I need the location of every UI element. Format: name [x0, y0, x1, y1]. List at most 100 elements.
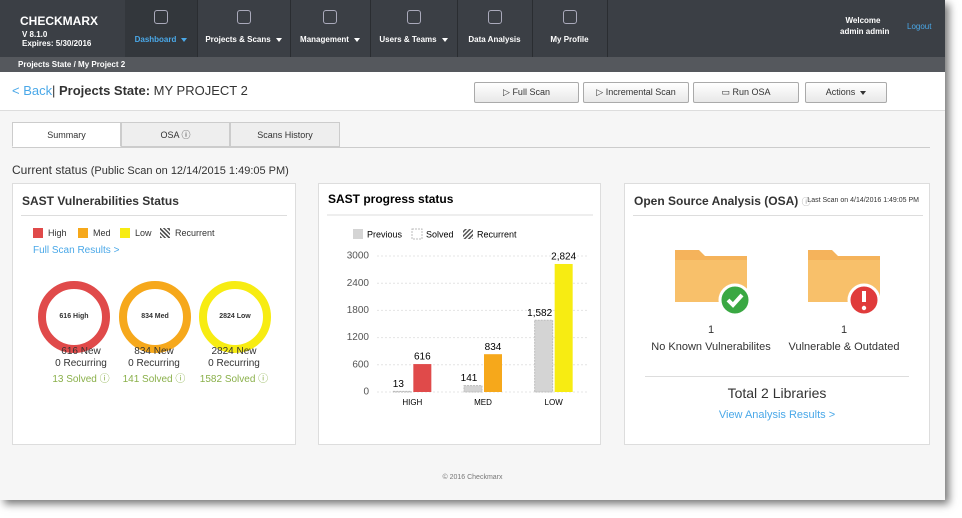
value-label: 834 — [485, 342, 502, 353]
legend-label: Low — [135, 228, 152, 238]
button[interactable]: ▷ Full Scan — [474, 82, 579, 103]
legend-swatch — [353, 229, 363, 239]
divider — [645, 376, 909, 377]
divider — [633, 215, 923, 216]
panel-title: SAST Vulnerabilities Status — [22, 194, 179, 208]
solved-text: 141 Solved — [122, 374, 173, 385]
ring: 2824 Low — [199, 281, 271, 353]
value-label: 141 — [461, 373, 478, 384]
nav-label: Data Analysis — [468, 35, 521, 44]
chart: SAST progress status Previous Solved Recur… — [327, 192, 593, 407]
breadcrumb: Projects State / My Project 2 — [0, 57, 945, 72]
value-label: 2,824 — [551, 252, 576, 263]
button[interactable]: ▭ Run OSA — [693, 82, 799, 103]
expires: Expires: 5/30/2016 — [22, 39, 92, 48]
bar — [484, 354, 502, 392]
bar — [413, 364, 432, 392]
footer: © 2016 Checkmarx — [442, 474, 503, 481]
chart-panel: SAST progress status Previous Solved Recur… — [318, 183, 601, 445]
y-tick-label: 600 — [352, 359, 369, 370]
version: V 8.1.0 — [22, 30, 48, 39]
value-label: 1,582 — [527, 308, 552, 319]
tab[interactable]: Summary — [12, 122, 121, 147]
button[interactable]: Actions — [805, 82, 887, 103]
ring-solved: 13 Solved ⓘ — [52, 374, 110, 385]
user: admin admin — [840, 27, 890, 36]
value-label: 13 — [393, 379, 405, 390]
x-tick-label: MED — [474, 398, 492, 407]
link[interactable]: View Analysis Results > — [718, 409, 836, 421]
button-label: Actions — [825, 87, 856, 97]
ring-recurring: 0 Recurring — [55, 358, 107, 369]
project-name: MY PROJECT 2 — [153, 83, 248, 98]
nav-item[interactable]: My Profile — [532, 0, 608, 57]
page-title: Projects State: — [59, 83, 151, 98]
ring-new: 834 New — [134, 346, 174, 357]
ring-recurring: 0 Recurring — [208, 358, 260, 369]
bar — [554, 263, 573, 392]
button-label: Incremental Scan — [605, 87, 676, 97]
legend-swatch — [78, 228, 88, 238]
osa-total: Total 2 Libraries — [727, 385, 827, 401]
legend-label: Recurrent — [175, 228, 215, 238]
sast-panel: SAST Vulnerabilities Status High Med Low… — [12, 183, 296, 445]
x-tick-label: LOW — [545, 398, 564, 407]
tab-label: OSA — [160, 130, 179, 140]
nav-label: My Profile — [550, 35, 589, 44]
ring-new: 616 New — [61, 346, 101, 357]
status: Current status (Public Scan on 12/14/201… — [12, 163, 289, 177]
status-label: Current status — [12, 163, 88, 177]
solved-text: 1582 Solved — [199, 374, 256, 385]
y-tick-label: 1200 — [347, 332, 370, 343]
legend-swatch — [160, 228, 170, 238]
legend-swatch — [463, 229, 473, 239]
osa-panel: Open Source Analysis (OSA) ⓘ Last Scan o… — [624, 183, 930, 445]
back-link[interactable]: < Back — [12, 83, 53, 98]
divider — [12, 147, 930, 148]
solved-text: 13 Solved — [52, 374, 97, 385]
nav-item[interactable]: Dashboard — [125, 0, 198, 57]
nav-item[interactable]: Data Analysis — [457, 0, 533, 57]
legend-swatch — [411, 228, 423, 240]
button-label: Run OSA — [732, 87, 771, 97]
value-label: 616 — [414, 352, 431, 363]
bar — [392, 390, 412, 393]
tab[interactable]: OSA ⓘ — [121, 122, 230, 147]
legend-swatch — [120, 228, 130, 238]
y-tick-label: 3000 — [347, 251, 370, 262]
folder-icon — [675, 250, 751, 317]
nav-label: Projects & Scans — [205, 35, 271, 44]
osa-title: Open Source Analysis (OSA) — [634, 194, 799, 208]
y-tick-label: 2400 — [347, 278, 370, 289]
y-tick-label: 1800 — [347, 305, 370, 316]
logo: CHECKMARX — [20, 14, 98, 28]
tab[interactable]: Scans History — [230, 122, 340, 147]
nav-label: Management — [300, 35, 349, 44]
header: CHECKMARX V 8.1.0 Expires: 5/30/2016 Das… — [0, 0, 945, 57]
bar — [534, 319, 554, 393]
legend-label: High — [48, 228, 67, 238]
link[interactable]: Full Scan Results > — [33, 245, 120, 256]
bar — [463, 385, 483, 393]
last-scan: Last Scan on 4/14/2016 1:49:05 PM — [807, 197, 919, 204]
legend-label: Previous — [367, 229, 403, 239]
legend-label: Solved — [426, 229, 454, 239]
nav-item[interactable]: Management — [290, 0, 371, 57]
logout[interactable]: Logout — [907, 22, 932, 31]
y-tick-label: 0 — [363, 387, 369, 398]
welcome: Welcome — [845, 16, 881, 25]
x-tick-label: HIGH — [402, 398, 422, 407]
toolbar: < Back | Projects State: MY PROJECT 2 ▷ … — [0, 72, 945, 111]
nav-label: Dashboard — [134, 35, 177, 44]
osa-label: No Known Vulnerabilites — [651, 341, 771, 353]
ring: 616 High — [38, 281, 110, 353]
divider — [21, 215, 287, 216]
button-label: Full Scan — [512, 87, 550, 97]
button[interactable]: ▷ Incremental Scan — [583, 82, 689, 103]
nav-item[interactable]: Users & Teams — [370, 0, 458, 57]
status-detail: (Public Scan on 12/14/2015 1:49:05 PM) — [90, 165, 289, 177]
osa-label: Vulnerable & Outdated — [788, 341, 900, 353]
nav-label: Users & Teams — [379, 35, 437, 44]
nav-item[interactable]: Projects & Scans — [197, 0, 291, 57]
app: CHECKMARX V 8.1.0 Expires: 5/30/2016 Das… — [0, 0, 945, 481]
